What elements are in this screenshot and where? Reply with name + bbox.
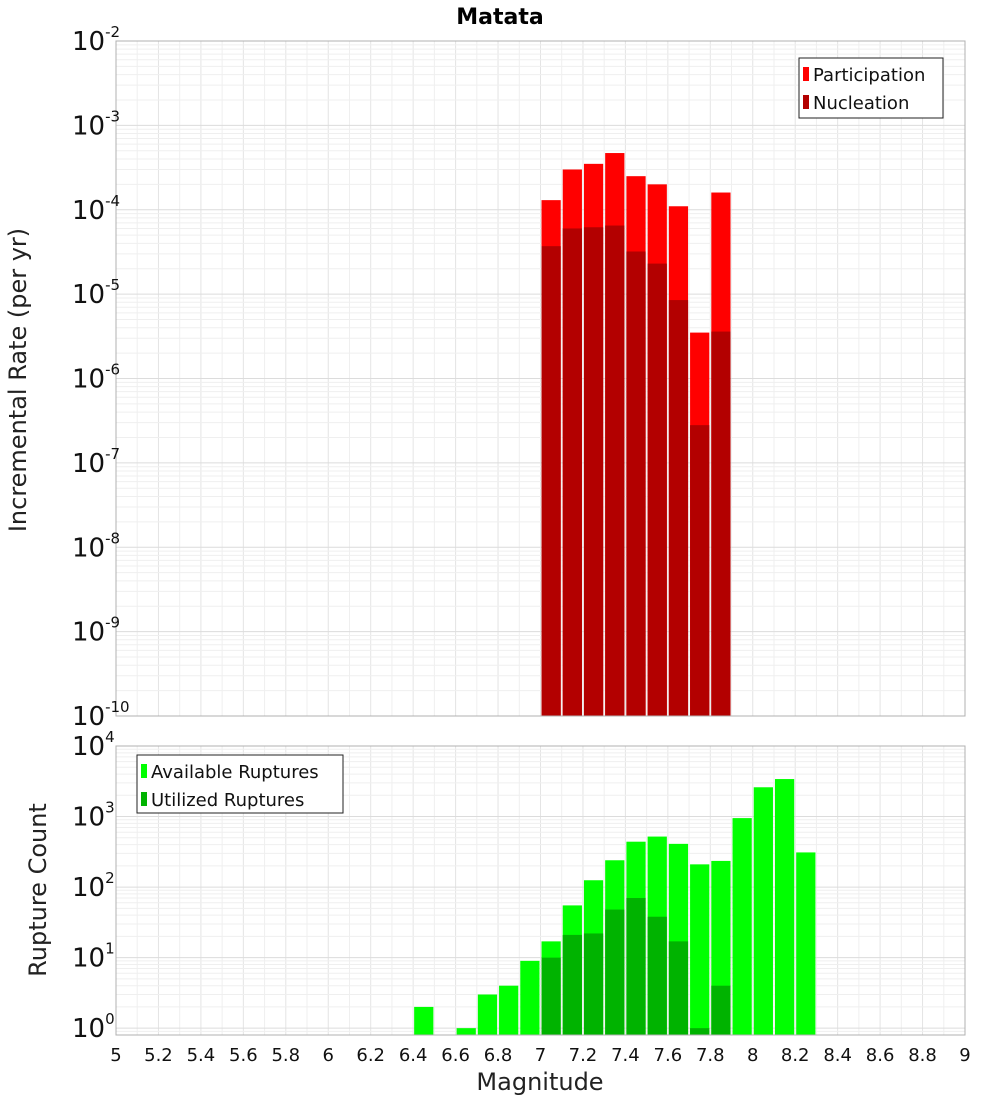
count-bar (456, 1028, 476, 1035)
rate-y-axis-label: Incremental Rate (per yr) (4, 228, 32, 532)
count-bar (647, 916, 667, 1035)
x-tick-label: 5.6 (229, 1045, 258, 1066)
series-utilized-ruptures (541, 898, 731, 1035)
x-tick-label: 8.2 (781, 1045, 810, 1066)
count-y-tick-label: 100 (72, 1010, 115, 1044)
rate-plot-frame (115, 40, 966, 717)
rate-bar (626, 251, 646, 716)
count-bar (583, 933, 604, 1035)
x-tick-label: 7.8 (696, 1045, 725, 1066)
rate-bar (668, 300, 689, 716)
rate-y-tick-label: 10-6 (72, 361, 120, 395)
count-legend: Available Ruptures Utilized Ruptures (136, 754, 344, 814)
rate-legend: Participation Nucleation (798, 57, 944, 119)
legend-swatch (803, 67, 809, 81)
count-bar (562, 934, 582, 1035)
rate-bar (647, 263, 667, 716)
count-x-ticks: 5 5.2 5.4 5.6 5.8 6 6.2 6.4 6.6 6.8 7 7.2 7.4 7.6 7.8 8… (110, 1045, 970, 1066)
legend-box (136, 754, 344, 814)
count-y-tick-label: 102 (72, 869, 115, 903)
rate-bar (562, 228, 582, 716)
legend-label: Available Ruptures (151, 762, 319, 783)
x-tick-label: 7 (535, 1045, 546, 1066)
rate-y-ticks: 10-10 10-9 10-8 10-7 10-6 10-5 10-4 10-3 10-2 (72, 23, 130, 732)
rate-y-tick-label: 10-7 (72, 445, 120, 479)
rate-bar (711, 331, 731, 716)
legend-swatch (141, 792, 147, 806)
x-tick-label: 8.4 (823, 1045, 852, 1066)
count-bar (690, 1028, 710, 1035)
rate-bar (690, 425, 710, 716)
x-tick-label: 6.6 (441, 1045, 470, 1066)
rate-y-tick-label: 10-9 (72, 614, 120, 648)
count-bar (499, 985, 519, 1035)
magnitude-x-axis-label: Magnitude (476, 1068, 603, 1096)
legend-label: Nucleation (813, 93, 909, 114)
legend-swatch (803, 95, 809, 109)
x-tick-label: 6.4 (399, 1045, 428, 1066)
x-tick-label: 6.8 (484, 1045, 513, 1066)
x-tick-label: 8.6 (866, 1045, 895, 1066)
rate-bar (583, 227, 604, 716)
x-tick-label: 9 (959, 1045, 970, 1066)
count-y-tick-label: 103 (72, 799, 115, 833)
count-bar (711, 985, 731, 1035)
count-bar (626, 898, 646, 1035)
x-tick-label: 7.6 (654, 1045, 683, 1066)
count-bar (732, 818, 752, 1035)
x-tick-label: 8.8 (908, 1045, 937, 1066)
count-bar (477, 994, 498, 1035)
rate-y-tick-label: 10-2 (72, 23, 120, 57)
rate-bar (605, 225, 625, 716)
count-bars (414, 779, 816, 1035)
rate-y-tick-label: 10-4 (72, 192, 120, 226)
count-bar (668, 941, 689, 1035)
rate-panel: 10-10 10-9 10-8 10-7 10-6 10-5 10-4 10-3 10-2 Par… (72, 23, 966, 732)
rate-grid (115, 40, 966, 717)
x-tick-label: 5 (110, 1045, 121, 1066)
x-tick-label: 5.4 (187, 1045, 216, 1066)
legend-label: Participation (813, 65, 925, 86)
count-y-axis-label: Rupture Count (24, 803, 52, 977)
count-panel: 100 101 102 103 104 5 5.2 5.4 5.6 5.8 6 6.2 6.4 6.6 6.… (72, 728, 971, 1066)
legend-box (798, 57, 944, 119)
legend-swatch (141, 764, 147, 778)
count-bar (690, 864, 710, 1035)
count-bar (541, 957, 561, 1035)
rate-bar (541, 246, 561, 716)
rate-y-tick-label: 10-10 (72, 698, 130, 732)
count-plot-frame (115, 745, 966, 1036)
x-tick-label: 6.2 (356, 1045, 385, 1066)
legend-label: Utilized Ruptures (151, 790, 304, 811)
x-tick-label: 5.2 (144, 1045, 173, 1066)
count-bar (414, 1006, 434, 1035)
count-bar (774, 779, 795, 1035)
x-tick-label: 5.8 (271, 1045, 300, 1066)
rate-y-tick-label: 10-3 (72, 107, 120, 141)
rate-y-tick-label: 10-5 (72, 276, 120, 310)
count-bar (520, 960, 540, 1035)
x-tick-label: 6 (323, 1045, 334, 1066)
rate-y-tick-label: 10-8 (72, 529, 120, 563)
x-tick-label: 7.4 (611, 1045, 640, 1066)
count-y-tick-label: 101 (72, 940, 115, 974)
series-nucleation (541, 225, 731, 716)
x-tick-label: 7.2 (569, 1045, 598, 1066)
count-bar (753, 787, 773, 1035)
count-y-tick-label: 104 (72, 728, 115, 762)
rate-bars (541, 153, 731, 717)
chart-title: Matata (456, 5, 543, 30)
count-y-ticks: 100 101 102 103 104 (72, 728, 115, 1044)
count-bar (605, 909, 625, 1035)
count-bar (796, 852, 816, 1035)
x-tick-label: 8 (747, 1045, 758, 1066)
